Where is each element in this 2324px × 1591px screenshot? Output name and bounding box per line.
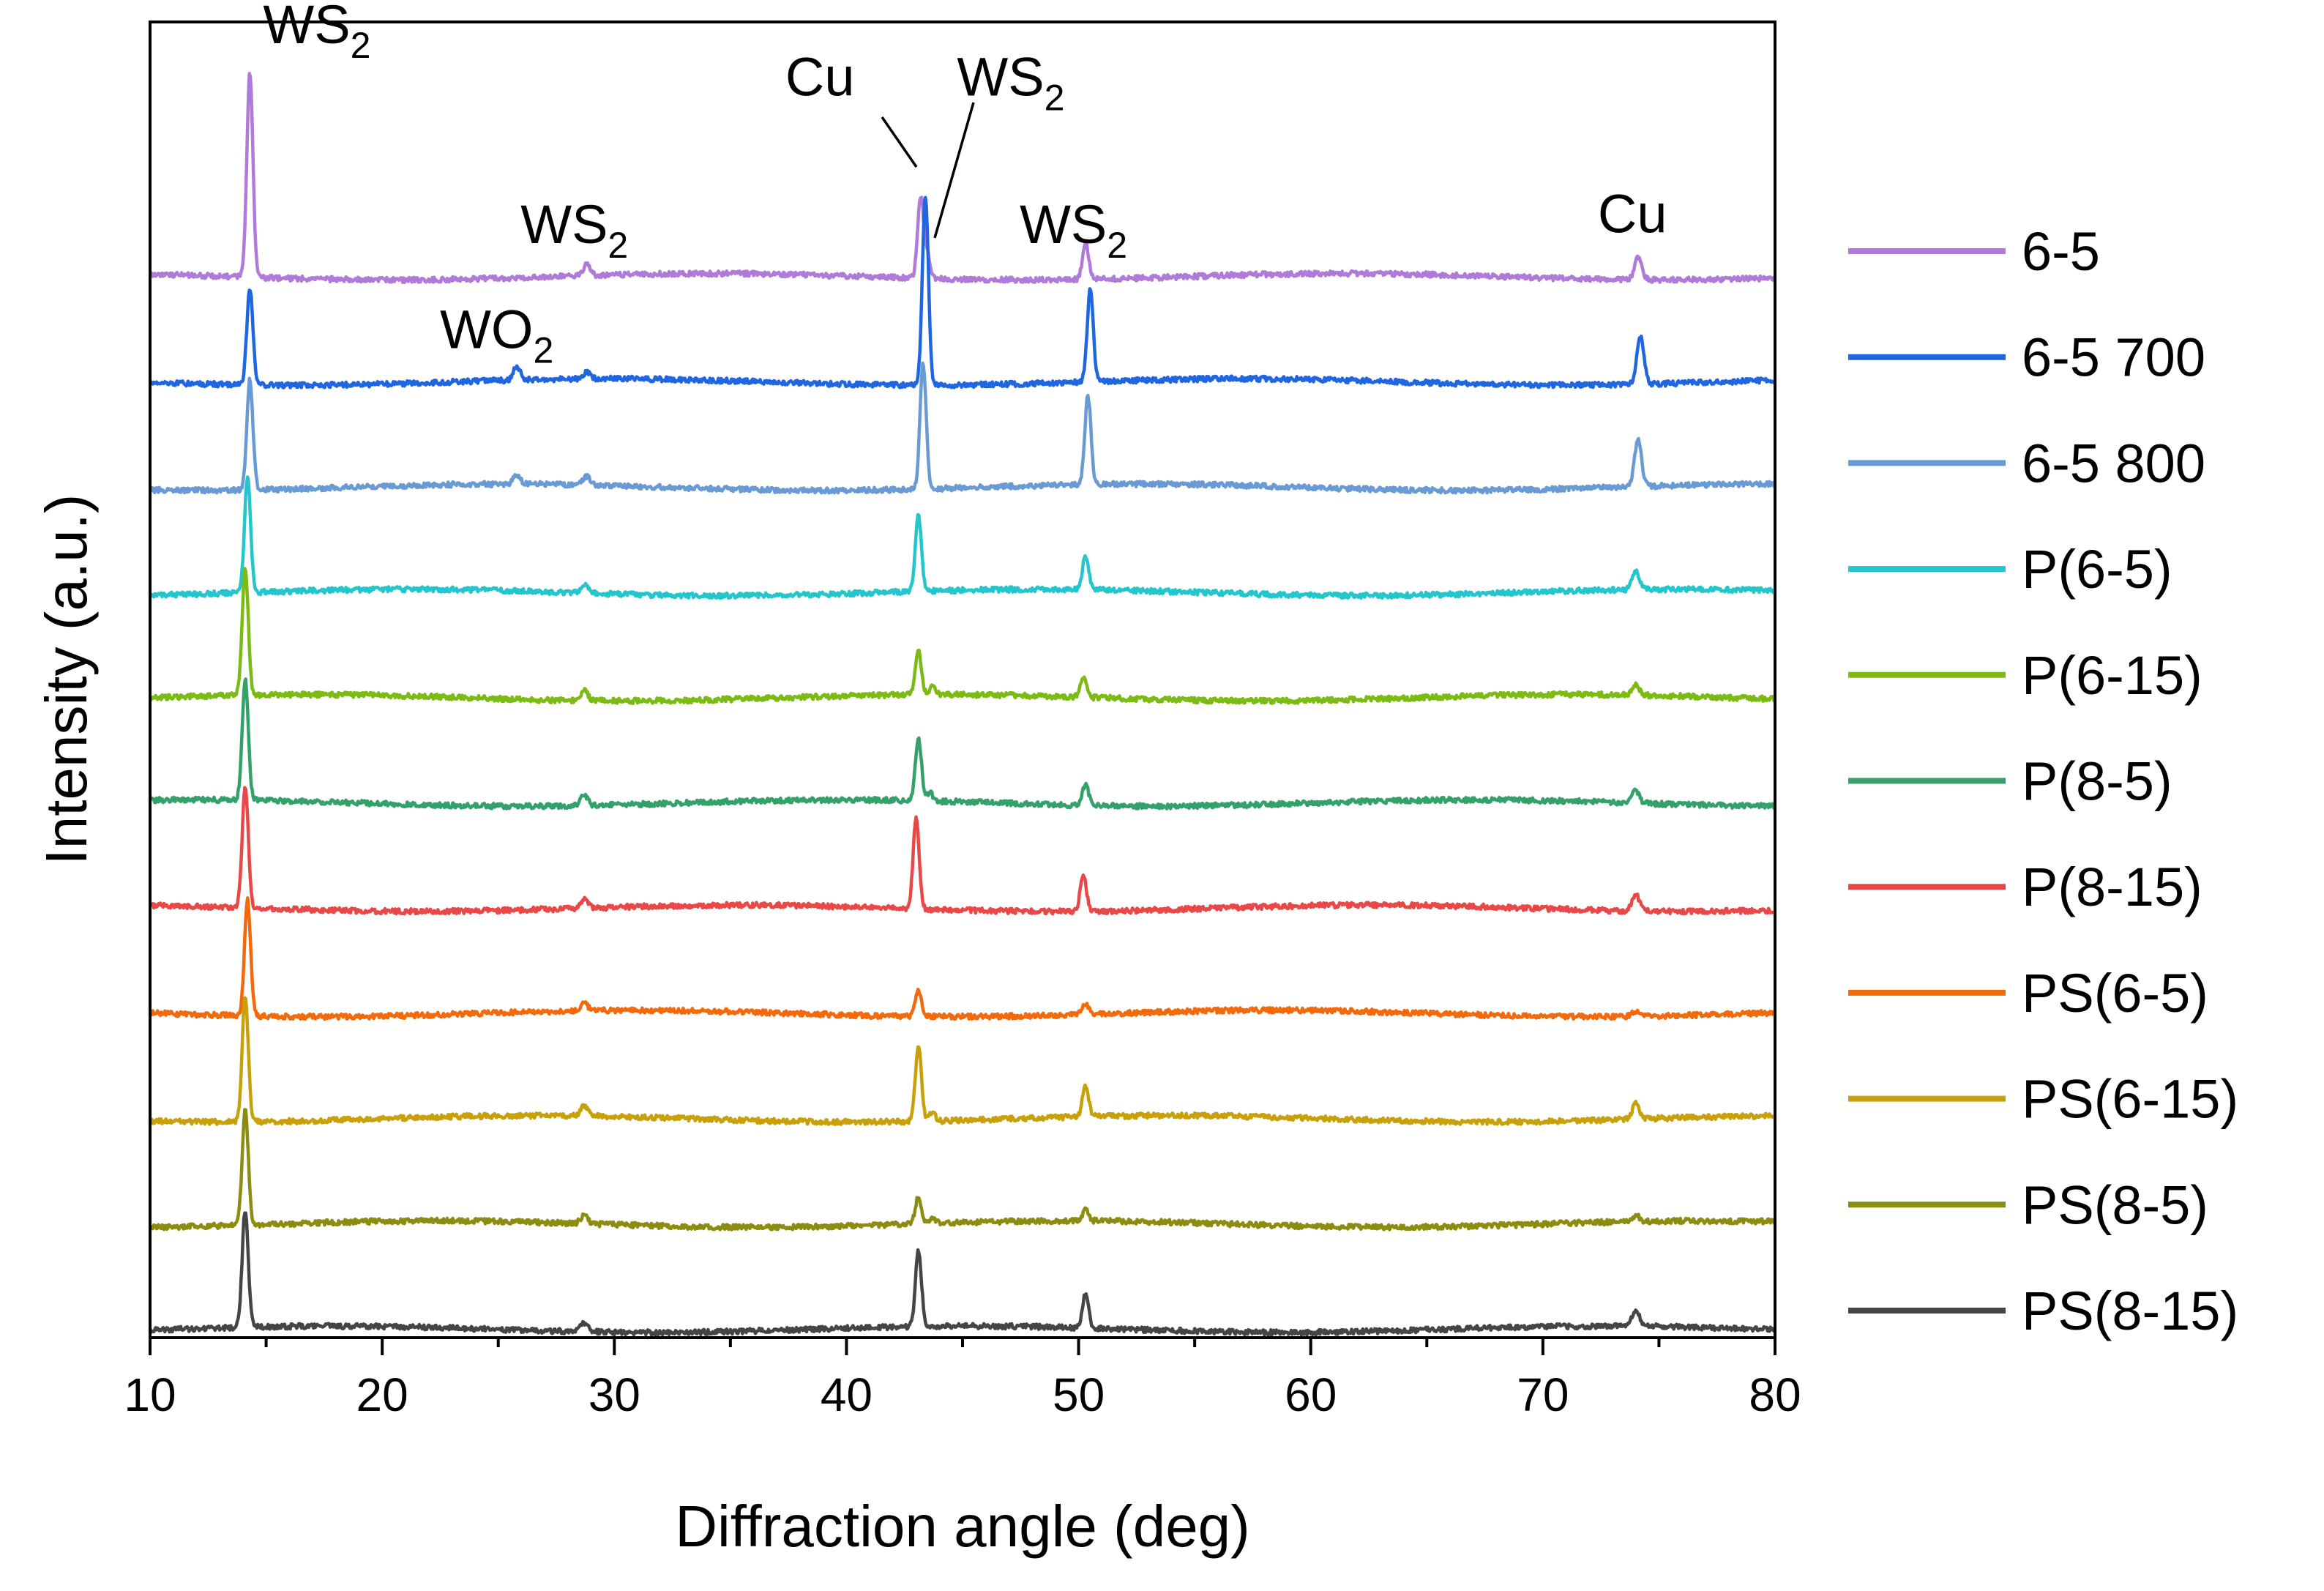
x-tick-label: 50 bbox=[1053, 1368, 1105, 1421]
peak-annotation: WO2 bbox=[440, 299, 553, 371]
peak-annotation: Cu bbox=[1598, 184, 1667, 245]
x-tick-label: 30 bbox=[589, 1368, 640, 1421]
series-line-6-5-800 bbox=[149, 361, 1777, 495]
legend-label: P(6-5) bbox=[2022, 539, 2172, 600]
peak-annotation: WS2 bbox=[1020, 194, 1127, 266]
legend-entry: PS(6-15) bbox=[1848, 1069, 2238, 1130]
legend-label: P(6-15) bbox=[2022, 645, 2202, 706]
peak-annotation: WS2 bbox=[957, 47, 1064, 119]
x-tick-label: 40 bbox=[821, 1368, 873, 1421]
series-line-ps-8-15- bbox=[148, 1211, 1777, 1337]
series-line-ps-8-5- bbox=[148, 1108, 1776, 1232]
y-axis-label: Intensity (a.u.) bbox=[34, 494, 99, 865]
legend-entry: 6-5 800 bbox=[1848, 433, 2205, 493]
tick-layer: 10 20 30 40 50 60 70 80 bbox=[124, 1338, 1801, 1421]
legend-label: 6-5 800 bbox=[2022, 433, 2205, 493]
peak-annotation: Cu bbox=[785, 47, 855, 108]
x-axis-label: Diffraction angle (deg) bbox=[675, 1494, 1250, 1559]
series-line-p-6-5- bbox=[149, 475, 1777, 600]
annotation-layer: WS2 WS2 WO2 Cu WS2 WS2 Cu bbox=[263, 0, 1667, 371]
cu-leader-line bbox=[881, 116, 918, 168]
series-line-6-5-700 bbox=[148, 195, 1776, 390]
legend-label: P(8-5) bbox=[2022, 751, 2172, 812]
series-layer bbox=[148, 72, 1777, 1337]
legend: 6-5 6-5 700 6-5 800 P(6-5) P(6-15) P(8-5) P(8-… bbox=[1848, 221, 2238, 1341]
series-line-6-5 bbox=[148, 72, 1777, 285]
legend-label: P(8-15) bbox=[2022, 857, 2202, 917]
series-line-p-8-15- bbox=[149, 786, 1776, 916]
legend-label: 6-5 700 bbox=[2022, 327, 2205, 388]
legend-entry: 6-5 700 bbox=[1848, 327, 2205, 388]
legend-entry: PS(6-5) bbox=[1848, 963, 2208, 1024]
ws2-leader-line bbox=[933, 102, 975, 239]
legend-entry: P(6-5) bbox=[1848, 539, 2172, 600]
peak-annotation: WS2 bbox=[263, 0, 370, 66]
series-line-p-8-5- bbox=[148, 677, 1777, 811]
series-line-p-6-15- bbox=[149, 567, 1776, 706]
legend-label: 6-5 bbox=[2022, 221, 2100, 282]
legend-entry: PS(8-15) bbox=[1848, 1281, 2238, 1341]
legend-entry: 6-5 bbox=[1848, 221, 2100, 282]
legend-label: PS(8-15) bbox=[2022, 1281, 2238, 1341]
legend-entry: PS(8-5) bbox=[1848, 1174, 2208, 1235]
legend-entry: P(8-5) bbox=[1848, 751, 2172, 812]
legend-label: PS(8-5) bbox=[2022, 1174, 2208, 1235]
peak-annotation: WS2 bbox=[520, 194, 628, 266]
legend-label: PS(6-15) bbox=[2022, 1069, 2238, 1130]
x-tick-label: 60 bbox=[1285, 1368, 1337, 1421]
x-tick-label: 20 bbox=[356, 1368, 408, 1421]
series-line-ps-6-15- bbox=[149, 996, 1777, 1127]
legend-entry: P(6-15) bbox=[1848, 645, 2202, 706]
x-tick-label: 70 bbox=[1517, 1368, 1569, 1421]
x-tick-label: 80 bbox=[1749, 1368, 1801, 1421]
legend-label: PS(6-5) bbox=[2022, 963, 2208, 1024]
x-tick-label: 10 bbox=[124, 1368, 176, 1421]
legend-entry: P(8-15) bbox=[1848, 857, 2202, 917]
series-line-ps-6-5- bbox=[149, 896, 1777, 1021]
